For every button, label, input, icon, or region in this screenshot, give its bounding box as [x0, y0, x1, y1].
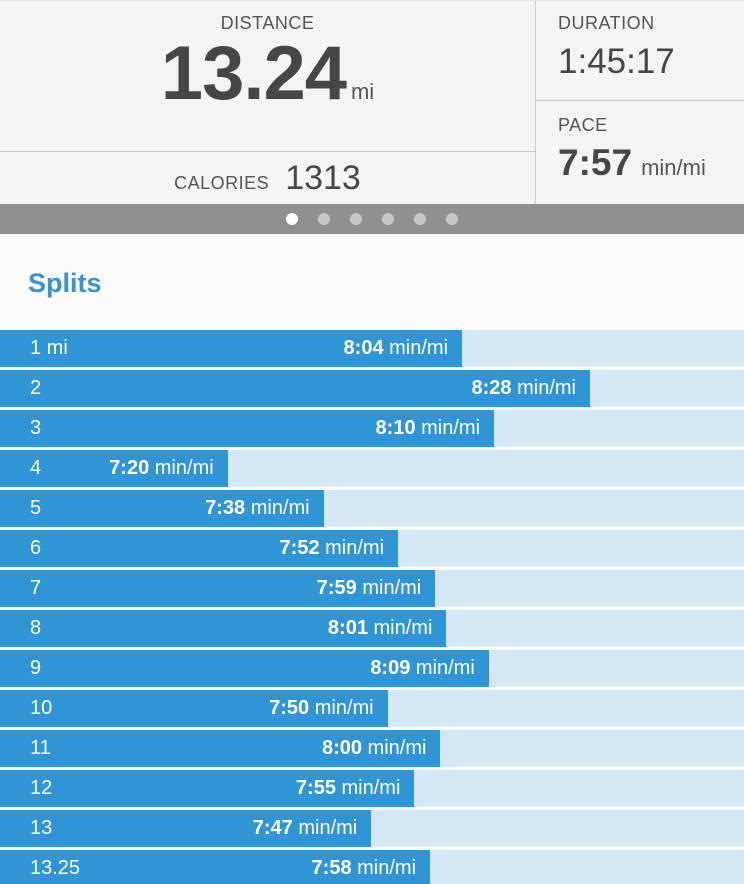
split-label: 3	[30, 416, 42, 439]
split-row: 10 7:50 min/mi	[0, 689, 744, 727]
split-bar: 6 7:52 min/mi	[0, 529, 399, 567]
split-pace: 7:52 min/mi	[279, 536, 385, 559]
split-label: 9	[30, 656, 42, 679]
split-pace: 8:04 min/mi	[343, 336, 449, 359]
split-bar: 13 7:47 min/mi	[0, 809, 372, 847]
split-row: 1 mi 8:04 min/mi	[0, 329, 744, 367]
split-pace: 8:28 min/mi	[471, 376, 576, 399]
splits-section: Splits 1 mi 8:04 min/mi 2 8:28 min/mi 3 8:10 …	[0, 234, 744, 884]
summary-panel: DISTANCE 13.24 mi CALORIES 1313 DURATION…	[0, 0, 744, 204]
split-pace: 8:10 min/mi	[375, 416, 481, 439]
split-label: 13	[30, 816, 53, 839]
carousel-dot-3[interactable]	[350, 213, 362, 225]
split-bar: 7 7:59 min/mi	[0, 569, 436, 607]
split-row: 13.25 7:58 min/mi	[0, 849, 744, 884]
split-row: 3 8:10 min/mi	[0, 409, 744, 447]
split-pace: 7:50 min/mi	[269, 696, 374, 719]
duration-value: 1:45:17	[558, 42, 675, 81]
splits-bar-chart: 1 mi 8:04 min/mi 2 8:28 min/mi 3 8:10 min/mi 4…	[0, 329, 744, 884]
distance-value: 13.24	[160, 31, 347, 116]
split-pace: 7:38 min/mi	[205, 496, 310, 519]
split-pace: 8:00 min/mi	[321, 736, 427, 759]
split-label: 2	[30, 376, 42, 399]
split-label: 11	[30, 736, 51, 759]
split-label: 8	[30, 616, 42, 639]
distance-label: DISTANCE	[220, 13, 315, 33]
pace-unit: min/mi	[641, 155, 706, 180]
calories-card: CALORIES 1313	[0, 152, 535, 204]
calories-label: CALORIES	[174, 172, 270, 193]
summary-right-column: DURATION 1:45:17 PACE 7:57 min/mi	[536, 1, 744, 204]
split-label: 4	[30, 456, 42, 479]
split-row: 8 8:01 min/mi	[0, 609, 744, 647]
split-row: 7 7:59 min/mi	[0, 569, 744, 607]
split-label: 5	[30, 496, 42, 519]
duration-label: DURATION	[558, 13, 655, 33]
split-row: 12 7:55 min/mi	[0, 769, 744, 807]
split-pace: 7:20 min/mi	[109, 456, 214, 479]
split-label: 12	[30, 776, 53, 799]
split-row: 4 7:20 min/mi	[0, 449, 744, 487]
split-pace: 7:58 min/mi	[311, 856, 417, 879]
split-label: 6	[30, 536, 42, 559]
split-bar: 10 7:50 min/mi	[0, 689, 388, 727]
split-bar: 5 7:38 min/mi	[0, 489, 324, 527]
split-bar: 12 7:55 min/mi	[0, 769, 415, 807]
calories-row: CALORIES 1313	[174, 159, 361, 198]
split-row: 11 8:00 min/mi	[0, 729, 744, 767]
carousel-dot-5[interactable]	[414, 213, 426, 225]
carousel-dot-4[interactable]	[382, 213, 394, 225]
carousel-dot-6[interactable]	[446, 213, 458, 225]
split-bar: 1 mi 8:04 min/mi	[0, 329, 463, 367]
split-row: 2 8:28 min/mi	[0, 369, 744, 407]
split-label: 10	[30, 696, 53, 719]
duration-card: DURATION 1:45:17	[536, 1, 744, 101]
pace-card: PACE 7:57 min/mi	[536, 101, 744, 204]
carousel-pagination-bar	[0, 204, 744, 234]
distance-value-row: 13.24 mi	[0, 30, 535, 117]
splits-title: Splits	[28, 268, 102, 298]
split-bar: 8 8:01 min/mi	[0, 609, 447, 647]
split-row: 5 7:38 min/mi	[0, 489, 744, 527]
split-pace: 7:59 min/mi	[316, 576, 422, 599]
split-pace: 7:47 min/mi	[252, 816, 358, 839]
split-bar: 4 7:20 min/mi	[0, 449, 228, 487]
split-label: 1 mi	[30, 336, 68, 359]
distance-card: DISTANCE 13.24 mi	[0, 1, 535, 152]
split-bar: 2 8:28 min/mi	[0, 369, 590, 407]
split-pace: 7:55 min/mi	[295, 776, 401, 799]
split-label: 13.25	[30, 856, 81, 879]
carousel-dot-2[interactable]	[318, 213, 330, 225]
split-bar: 9 8:09 min/mi	[0, 649, 489, 687]
split-row: 9 8:09 min/mi	[0, 649, 744, 687]
split-bar: 13.25 7:58 min/mi	[0, 849, 431, 884]
split-bar: 11 8:00 min/mi	[0, 729, 441, 767]
split-label: 7	[30, 576, 42, 599]
summary-left-column: DISTANCE 13.24 mi CALORIES 1313	[0, 1, 536, 204]
distance-unit: mi	[350, 79, 375, 104]
split-pace: 8:09 min/mi	[370, 656, 475, 679]
split-pace: 8:01 min/mi	[327, 616, 433, 639]
pace-value: 7:57	[558, 142, 633, 183]
split-row: 6 7:52 min/mi	[0, 529, 744, 567]
split-bar: 3 8:10 min/mi	[0, 409, 495, 447]
split-row: 13 7:47 min/mi	[0, 809, 744, 847]
pace-value-row: 7:57 min/mi	[558, 142, 744, 184]
calories-value: 1313	[285, 158, 361, 197]
carousel-dot-1[interactable]	[286, 213, 298, 225]
pace-label: PACE	[558, 115, 608, 135]
